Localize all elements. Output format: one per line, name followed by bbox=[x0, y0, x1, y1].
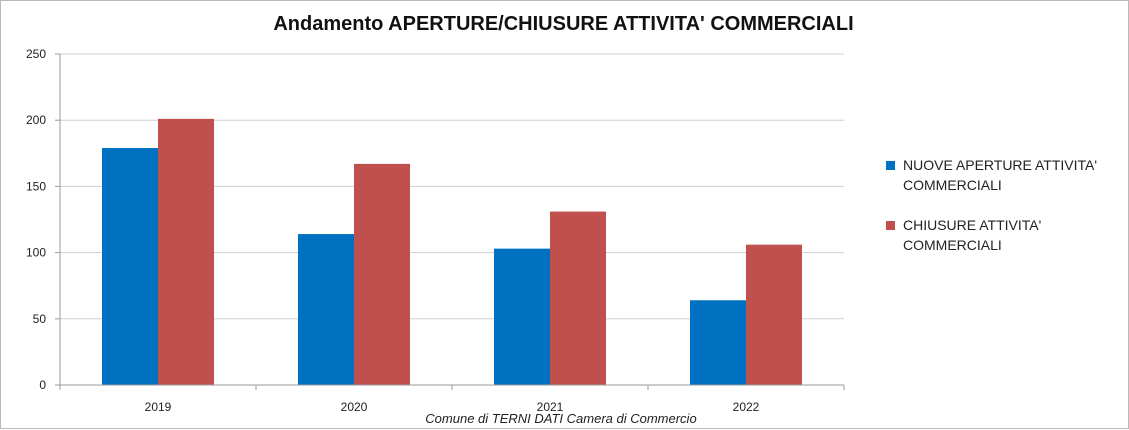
bar-2021-series-1 bbox=[550, 211, 606, 385]
bar-2022-series-0 bbox=[690, 300, 746, 385]
y-tick-label-150: 150 bbox=[26, 179, 46, 193]
bar-2022-series-1 bbox=[746, 244, 802, 385]
legend: NUOVE APERTURE ATTIVITA' COMMERCIALI CHI… bbox=[886, 155, 1121, 275]
legend-item-chiusure: CHIUSURE ATTIVITA' COMMERCIALI bbox=[886, 215, 1121, 255]
legend-label-chiusure: CHIUSURE ATTIVITA' COMMERCIALI bbox=[903, 217, 1042, 253]
y-tick-label-50: 50 bbox=[33, 312, 47, 326]
x-tick-label-2021: 2021 bbox=[537, 400, 564, 414]
source-note: Comune di TERNI DATI Camera di Commercio bbox=[425, 411, 697, 426]
bars bbox=[102, 118, 802, 385]
bar-2019-series-1 bbox=[158, 118, 214, 385]
bar-2020-series-0 bbox=[298, 234, 354, 385]
legend-item-aperture: NUOVE APERTURE ATTIVITA' COMMERCIALI bbox=[886, 155, 1121, 195]
y-tick-label-200: 200 bbox=[26, 113, 46, 127]
axes bbox=[59, 54, 845, 390]
bar-chart: 0 50 100 150 200 250 2019 2020 2021 2022 bbox=[26, 47, 845, 414]
legend-swatch-chiusure bbox=[886, 221, 895, 230]
chart-title: Andamento APERTURE/CHIUSURE ATTIVITA' CO… bbox=[273, 13, 854, 35]
x-axis-labels: 2019 2020 2021 2022 bbox=[145, 400, 760, 414]
y-tick-label-0: 0 bbox=[39, 378, 46, 392]
y-tick-label-250: 250 bbox=[26, 47, 46, 61]
y-axis-ticks: 0 50 100 150 200 250 bbox=[26, 47, 60, 392]
bar-2020-series-1 bbox=[354, 163, 410, 385]
bar-2019-series-0 bbox=[102, 148, 158, 385]
y-tick-label-100: 100 bbox=[26, 246, 46, 260]
x-tick-label-2020: 2020 bbox=[341, 400, 368, 414]
x-tick-label-2019: 2019 bbox=[145, 400, 172, 414]
bar-2021-series-0 bbox=[494, 248, 550, 385]
x-tick-label-2022: 2022 bbox=[733, 400, 760, 414]
legend-label-aperture: NUOVE APERTURE ATTIVITA' COMMERCIALI bbox=[903, 157, 1098, 193]
legend-swatch-aperture bbox=[886, 161, 895, 170]
